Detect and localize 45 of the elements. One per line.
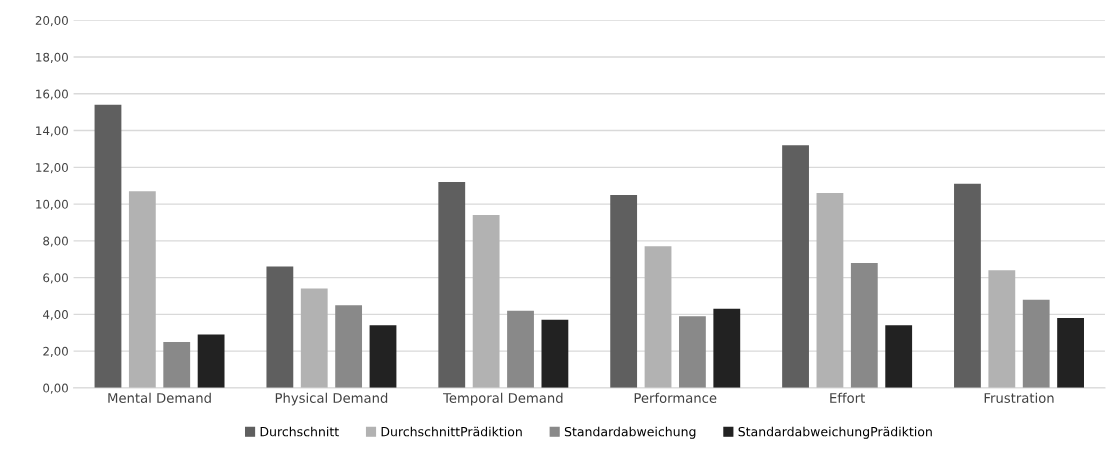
x-tick-label: Effort: [830, 392, 865, 403]
bar: [1057, 318, 1084, 388]
bar: [94, 104, 122, 388]
bar: [163, 341, 191, 388]
bar: [782, 145, 809, 388]
bar: [954, 183, 981, 388]
y-tick-label: 18,00: [36, 52, 68, 63]
y-tick-label: 2,00: [43, 346, 68, 357]
legend-label: Standardabweichung: [564, 426, 696, 439]
bar: [472, 215, 500, 388]
x-tick-label: Physical Demand: [275, 392, 388, 406]
legend-label: StandardabweichungPrädiktion: [738, 426, 932, 439]
y-tick-label: 10,00: [36, 199, 68, 210]
bar: [713, 308, 741, 388]
legend-label: DurchschnittPrädiktion: [381, 426, 522, 437]
bar: [610, 194, 638, 388]
bar: [644, 246, 672, 388]
bar: [300, 288, 328, 388]
bar: [816, 193, 844, 388]
bar: [507, 310, 534, 388]
y-tick-label: 8,00: [43, 236, 68, 247]
x-tick-label: Performance: [634, 392, 717, 403]
y-tick-label: 6,00: [43, 273, 68, 284]
x-tick-label: Temporal Demand: [443, 392, 563, 406]
bar: [541, 319, 569, 388]
bar: [850, 262, 878, 388]
bar: [128, 191, 156, 388]
bar: [988, 270, 1016, 388]
bar: [266, 266, 294, 388]
y-tick-label: 16,00: [36, 89, 68, 100]
bar: [335, 305, 363, 388]
y-tick-label: 0,00: [43, 383, 68, 394]
y-tick-label: 12,00: [36, 163, 68, 174]
bar: [369, 325, 397, 388]
legend-label: Durchschnitt: [260, 426, 339, 437]
bar: [438, 182, 466, 388]
bar: [1022, 299, 1050, 388]
bar: [197, 334, 225, 388]
y-tick-label: 4,00: [43, 310, 68, 321]
bar: [679, 316, 706, 388]
x-tick-label: Mental Demand: [108, 392, 211, 403]
y-tick-label: 20,00: [35, 16, 68, 27]
x-tick-label: Frustration: [984, 392, 1054, 403]
y-tick-label: 14,00: [36, 126, 68, 137]
bar: [885, 325, 913, 388]
